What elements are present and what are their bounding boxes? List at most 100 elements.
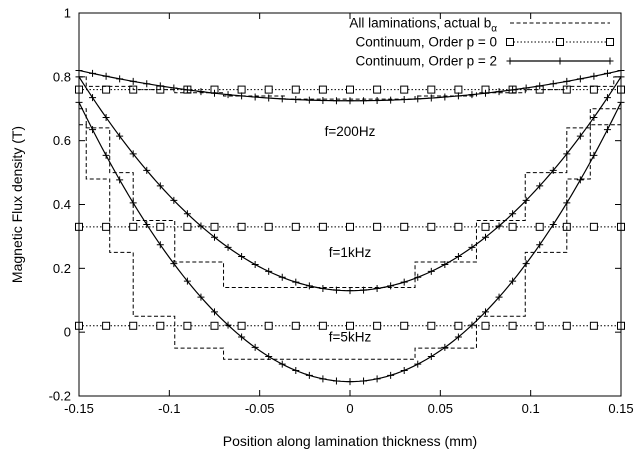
case-f=1kHz bbox=[75, 73, 625, 295]
plus-marker bbox=[238, 333, 246, 341]
plus-marker bbox=[590, 113, 598, 121]
plus-marker bbox=[89, 69, 97, 77]
plus-marker bbox=[211, 233, 218, 241]
square-marker bbox=[508, 222, 517, 231]
square-marker bbox=[237, 222, 246, 231]
plus-marker bbox=[468, 321, 476, 329]
plus-marker bbox=[224, 91, 232, 99]
plus-marker bbox=[89, 94, 97, 102]
square-marker bbox=[102, 321, 111, 330]
plus-marker bbox=[170, 196, 178, 204]
plus-marker bbox=[346, 378, 354, 386]
plus-marker bbox=[495, 293, 503, 301]
plus-marker bbox=[156, 182, 164, 190]
plus-marker bbox=[482, 233, 489, 241]
plus-marker bbox=[143, 166, 151, 174]
square-marker bbox=[291, 222, 300, 231]
square-marker bbox=[589, 222, 598, 231]
plus-marker bbox=[224, 321, 232, 329]
plus-marker bbox=[468, 91, 476, 99]
plus-marker bbox=[400, 96, 408, 104]
square-marker bbox=[129, 321, 138, 330]
square-marker bbox=[427, 321, 436, 330]
square-marker bbox=[508, 321, 517, 330]
plus-marker bbox=[129, 150, 137, 158]
square-marker bbox=[481, 321, 490, 330]
plus-marker bbox=[332, 286, 340, 294]
plus-marker bbox=[346, 287, 354, 295]
plus-marker bbox=[522, 84, 530, 92]
square-marker bbox=[210, 222, 219, 231]
plus-marker bbox=[89, 126, 97, 134]
plus-marker bbox=[224, 243, 232, 251]
plus-marker bbox=[116, 176, 124, 184]
square-marker bbox=[589, 321, 598, 330]
plus-marker bbox=[265, 94, 273, 102]
square-marker bbox=[264, 222, 273, 231]
square-marker bbox=[454, 321, 463, 330]
square-marker bbox=[129, 222, 138, 231]
plot-content bbox=[75, 66, 625, 386]
square-marker bbox=[318, 85, 327, 94]
square-marker bbox=[400, 85, 409, 94]
plus-marker bbox=[576, 75, 584, 83]
x-tick-label: -0.1 bbox=[158, 401, 180, 416]
plus-marker bbox=[197, 88, 205, 96]
plus-marker bbox=[305, 371, 313, 379]
plus-marker bbox=[197, 222, 205, 230]
x-tick-label: -0.15 bbox=[64, 401, 94, 416]
legend-subscript: α bbox=[491, 24, 497, 35]
square-marker bbox=[210, 321, 219, 330]
square-marker bbox=[556, 38, 564, 46]
plus-marker bbox=[454, 252, 462, 260]
plus-marker bbox=[102, 113, 110, 121]
plus-marker bbox=[576, 176, 584, 184]
plus-marker bbox=[495, 88, 503, 96]
plus-marker bbox=[387, 282, 395, 290]
plus-marker bbox=[563, 150, 571, 158]
plus-marker bbox=[156, 82, 164, 90]
plus-marker bbox=[319, 285, 327, 293]
plus-marker bbox=[156, 241, 164, 249]
plus-marker bbox=[251, 93, 259, 101]
square-marker bbox=[454, 222, 463, 231]
plus-marker bbox=[495, 222, 503, 230]
x-tick-label: -0.05 bbox=[245, 401, 275, 416]
plus-marker bbox=[197, 293, 205, 301]
plus-marker bbox=[590, 72, 598, 80]
square-marker bbox=[156, 321, 165, 330]
square-marker bbox=[562, 321, 571, 330]
annotation-label: f=200Hz bbox=[325, 124, 376, 139]
plus-marker bbox=[590, 151, 598, 159]
plus-marker bbox=[606, 57, 614, 65]
square-marker bbox=[400, 222, 409, 231]
plus-marker bbox=[238, 92, 246, 100]
plus-marker bbox=[482, 89, 489, 97]
plus-marker bbox=[238, 252, 246, 260]
plus-marker bbox=[211, 308, 218, 316]
x-tick-label: 0.1 bbox=[522, 401, 540, 416]
legend-label: All laminations, actual bα bbox=[349, 16, 497, 35]
plus-marker bbox=[509, 277, 517, 285]
legend-label: Continuum, Order p = 2 bbox=[356, 54, 497, 69]
plus-marker bbox=[102, 151, 110, 159]
x-axis-label: Position along lamination thickness (mm) bbox=[223, 433, 477, 449]
plus-marker bbox=[563, 199, 571, 207]
plus-marker bbox=[170, 260, 178, 268]
plus-marker bbox=[116, 75, 124, 83]
square-marker bbox=[535, 321, 544, 330]
y-tick-label: 0.2 bbox=[53, 261, 71, 276]
plus-marker bbox=[360, 97, 368, 105]
plus-marker bbox=[549, 221, 557, 229]
y-tick-label: 0.4 bbox=[53, 197, 71, 212]
plus-marker bbox=[332, 97, 340, 105]
plus-marker bbox=[360, 377, 368, 385]
square-marker bbox=[291, 321, 300, 330]
y-tick-label: -0.2 bbox=[49, 389, 71, 404]
annotation-label: f=1kHz bbox=[329, 245, 372, 260]
plus-marker bbox=[305, 282, 313, 290]
plus-marker bbox=[576, 132, 584, 140]
square-marker bbox=[506, 38, 514, 46]
plus-marker bbox=[549, 166, 557, 174]
plus-marker bbox=[468, 243, 476, 251]
